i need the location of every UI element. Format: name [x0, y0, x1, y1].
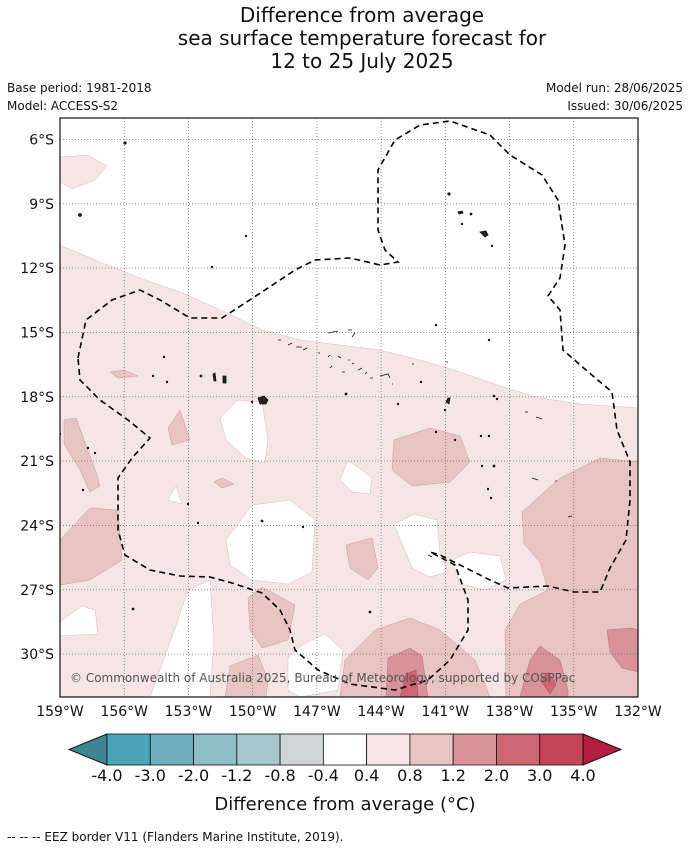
- colorbar-segment: [366, 733, 411, 766]
- lat-tick-label: 27°S: [20, 583, 54, 599]
- anomaly-patch-f: [63, 417, 101, 493]
- lon-tick-label: 135°W: [550, 704, 598, 720]
- lon-tick-label: 144°W: [357, 704, 405, 720]
- neutral-patch-1: [219, 399, 269, 464]
- lat-tick-label: 6°S: [29, 132, 54, 148]
- colorbar-segment: [452, 733, 497, 766]
- colorbar-tick-label: -1.2: [221, 766, 253, 785]
- lat-tick-label: 15°S: [20, 325, 54, 341]
- model-name: Model: ACCESS-S2: [7, 99, 119, 113]
- colorbar-segment: [496, 733, 541, 766]
- lon-tick-label: 132°W: [614, 704, 662, 720]
- neutral-patch-2: [225, 499, 316, 585]
- lon-tick-label: 141°W: [422, 704, 470, 720]
- lat-tick-label: 30°S: [20, 647, 54, 663]
- neutral-patch-6: [167, 485, 183, 505]
- neutral-patch-4: [393, 513, 449, 578]
- colorbar-tick-label: -4.0: [91, 766, 123, 785]
- anomaly-band-1.2-2.0-a: [385, 647, 429, 697]
- anomaly-patch-d: [345, 537, 379, 581]
- lon-tick-label: 147°W: [293, 704, 341, 720]
- anomaly-band-2.0-3.0-b: [539, 671, 557, 695]
- meta-left: Base period: 1981-2018 Model: ACCESS-S2: [7, 79, 152, 115]
- lat-tick-label: 21°S: [20, 454, 54, 470]
- anomaly-patch-nw: [60, 154, 108, 190]
- lon-tick-label: 153°W: [165, 704, 213, 720]
- colorbar-segment: [322, 733, 368, 766]
- colorbar-tick-label: 2.0: [483, 766, 510, 785]
- anomaly-patch-a: [391, 427, 471, 487]
- title-line-3: 12 to 25 July 2025: [270, 49, 454, 73]
- neutral-patch-8: [287, 633, 344, 697]
- colorbar-tick-label: 0.4: [353, 766, 380, 785]
- neutral-patch-9: [60, 605, 99, 637]
- anomaly-patch-c: [247, 586, 296, 649]
- model-run: Model run: 28/06/2025: [545, 81, 683, 95]
- title-line-2: sea surface temperature forecast for: [177, 26, 547, 50]
- colorbar-title: Difference from average (°C): [214, 794, 476, 815]
- map-title: Difference from average sea surface temp…: [0, 4, 690, 73]
- anomaly-band-0.8-1.2-se: [504, 457, 638, 697]
- colorbar-tick-label: -2.0: [177, 766, 210, 785]
- colorbar-tick-label: -3.0: [134, 766, 166, 785]
- anomaly-patch-e: [224, 654, 269, 697]
- colorbar-segment: [236, 733, 281, 766]
- colorbar-segment: [539, 733, 584, 766]
- lat-tick-label: 12°S: [20, 261, 54, 277]
- colorbar-tick-label: 1.2: [440, 766, 466, 785]
- colorbar-segment: [149, 733, 194, 766]
- neutral-patch-5: [451, 551, 507, 591]
- anomaly-band-1.2-2.0-c: [606, 627, 638, 673]
- anomaly-patch-i: [213, 477, 235, 489]
- colorbar-segment: [193, 733, 238, 766]
- lat-tick-label: 18°S: [20, 390, 54, 406]
- eez-border: [77, 120, 631, 691]
- colorbar-tick-label: -0.8: [264, 766, 296, 785]
- axis-labels: 159°W 156°W 153°W 150°W 147°W 144°W 141°W 138°W…: [20, 132, 662, 720]
- lat-tick-label: 9°S: [29, 197, 54, 213]
- anomaly-field: © Commonwealth of Australia 2025, Bureau…: [60, 118, 638, 697]
- colorbar-segment: [106, 733, 151, 766]
- copyright-notice: © Commonwealth of Australia 2025, Bureau…: [70, 671, 575, 685]
- lon-tick-label: 150°W: [229, 704, 277, 720]
- anomaly-patch-g: [167, 409, 191, 446]
- lon-tick-label: 156°W: [100, 704, 148, 720]
- colorbar-extend-high: [582, 733, 623, 766]
- colorbar-tick-label: -0.4: [307, 766, 339, 785]
- eez-footnote: -- -- -- EEZ border V11 (Flanders Marine…: [7, 830, 344, 844]
- anomaly-band-2.0-3.0-a: [399, 669, 419, 697]
- lon-tick-label: 159°W: [36, 704, 84, 720]
- title-line-1: Difference from average: [239, 3, 485, 27]
- colorbar-extend-low: [67, 733, 108, 766]
- lat-tick-label: 24°S: [20, 518, 54, 534]
- colorbar-tick-label: 0.8: [397, 766, 423, 785]
- islands: [60, 141, 573, 614]
- neutral-patch-7: [149, 579, 215, 697]
- lat-lon-grid: [60, 118, 638, 697]
- map-frame: [59, 117, 639, 698]
- anomaly-patch-b: [60, 507, 123, 586]
- lon-tick-label: 138°W: [486, 704, 534, 720]
- colorbar-segment: [279, 733, 324, 766]
- base-period: Base period: 1981-2018: [7, 81, 152, 95]
- colorbar-segment: [409, 733, 454, 766]
- neutral-patch-3: [339, 459, 373, 495]
- colorbar-tick-label: 3.0: [526, 766, 553, 785]
- colorbar-tick-label: 4.0: [570, 766, 596, 785]
- meta-right: Model run: 28/06/2025 Issued: 30/06/2025: [546, 79, 683, 115]
- issued-date: Issued: 30/06/2025: [567, 99, 683, 113]
- colorbar: [67, 733, 623, 766]
